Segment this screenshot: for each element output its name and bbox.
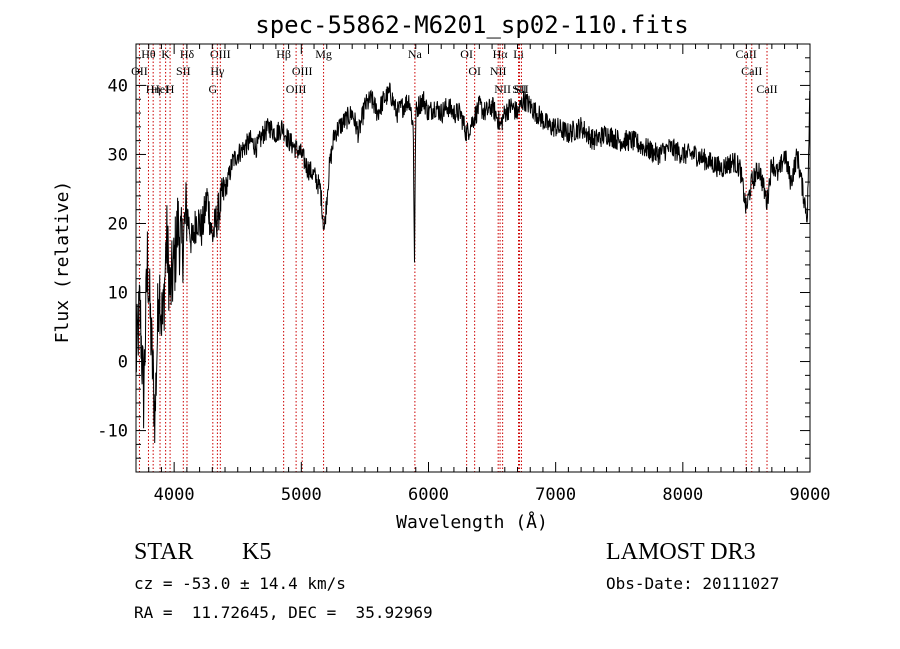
marker-label: Hα xyxy=(493,47,509,61)
marker-label: Hβ xyxy=(276,47,291,61)
marker-label: Hη xyxy=(146,82,161,96)
y-tick-label: 10 xyxy=(108,284,128,304)
x-axis-label: Wavelength (Å) xyxy=(396,511,548,533)
x-tick-label: 7000 xyxy=(535,485,576,505)
y-tick-label: 0 xyxy=(118,353,128,373)
marker-label: OI xyxy=(468,64,481,78)
marker-label: CaII xyxy=(756,82,777,96)
spectrum-line xyxy=(135,82,811,444)
marker-label: Hδ xyxy=(180,47,195,61)
plot-frame xyxy=(135,43,811,473)
marker-label: CaII xyxy=(735,47,756,61)
marker-label: SII xyxy=(514,82,529,96)
marker-label: Hθ xyxy=(141,47,156,61)
coordinates: RA = 11.72645, DEC = 35.92969 xyxy=(134,603,433,622)
x-tick-label: 8000 xyxy=(662,485,703,505)
marker-label: OII xyxy=(131,64,148,78)
marker-label: Na xyxy=(408,47,423,61)
marker-label: G xyxy=(208,82,217,96)
marker-label: Hγ xyxy=(210,64,225,78)
x-tick-label: 6000 xyxy=(408,485,449,505)
marker-label: H xyxy=(166,82,175,96)
marker-label: Li xyxy=(513,47,524,61)
axis-ticks: 4000 5000 6000 7000 8000 9000 -10 0 10 20 30 40 xyxy=(97,43,831,505)
marker-label: SII xyxy=(176,64,191,78)
redshift-value: cz = -53.0 ± 14.4 km/s xyxy=(134,574,346,593)
marker-label: OIII xyxy=(210,47,231,61)
marker-label: OI xyxy=(460,47,473,61)
object-class: STAR xyxy=(134,539,194,565)
y-tick-label: -10 xyxy=(97,422,128,442)
chart-title: spec-55862-M6201_sp02-110.fits xyxy=(255,11,688,39)
x-tick-label: 9000 xyxy=(790,485,831,505)
spectral-subclass: K5 xyxy=(242,539,272,565)
marker-label: K xyxy=(161,47,170,61)
marker-label: CaII xyxy=(741,64,762,78)
observation-date: Obs-Date: 20111027 xyxy=(606,574,780,593)
marker-label: Mg xyxy=(315,47,332,61)
marker-label: NII xyxy=(490,64,507,78)
x-tick-label: 5000 xyxy=(281,485,322,505)
y-axis-label: Flux (relative) xyxy=(52,181,73,344)
marker-label: HeI xyxy=(151,82,169,96)
y-tick-label: 20 xyxy=(108,214,128,234)
x-tick-label: 4000 xyxy=(154,485,195,505)
y-tick-label: 40 xyxy=(108,76,128,96)
y-tick-label: 30 xyxy=(108,145,128,165)
marker-label: NII xyxy=(494,82,511,96)
marker-label: OIII xyxy=(292,64,313,78)
survey-name: LAMOST DR3 xyxy=(606,539,756,565)
marker-label: OIII xyxy=(286,82,307,96)
